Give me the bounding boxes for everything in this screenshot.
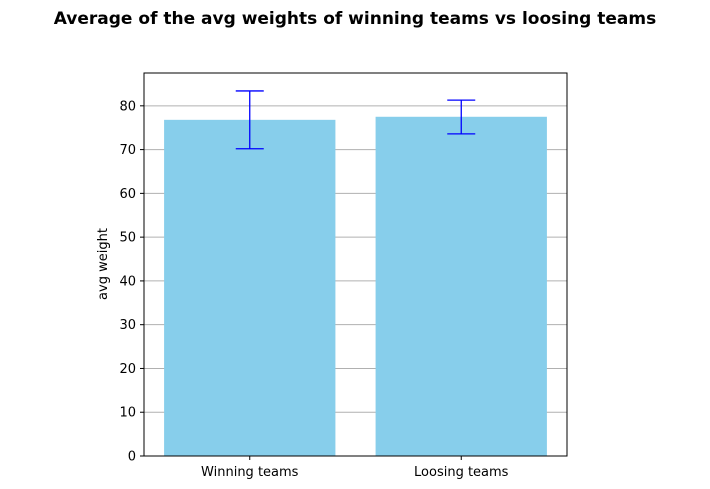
x-axis-ticks: Winning teams Loosing teams [201, 456, 509, 480]
y-tick-label: 10 [119, 406, 136, 421]
x-tick-label: Winning teams [201, 465, 299, 480]
plot-frame [143, 72, 568, 457]
y-axis-ticks: 0 10 20 30 40 50 60 70 80 [119, 99, 144, 465]
bar [164, 119, 336, 457]
y-tick-label: 70 [119, 143, 136, 158]
y-tick-label: 40 [119, 274, 136, 289]
error-bars [235, 90, 476, 150]
bars [164, 116, 547, 457]
y-tick-label: 50 [119, 231, 136, 246]
y-tick-label: 20 [119, 362, 136, 377]
y-tick-label: 80 [119, 99, 136, 114]
chart-title: Average of the avg weights of winning te… [54, 9, 656, 29]
y-tick-label: 60 [119, 187, 136, 202]
y-tick-label: 30 [119, 318, 136, 333]
x-tick-label: Loosing teams [414, 465, 509, 480]
bar [375, 116, 547, 457]
y-axis-label: avg weight [96, 228, 111, 300]
y-tick-label: 0 [128, 450, 136, 465]
